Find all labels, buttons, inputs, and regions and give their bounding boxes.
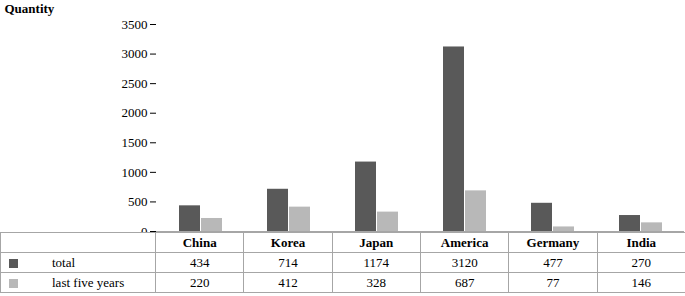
html-text:America: America — [440, 234, 489, 250]
html-text:270: 270 — [631, 254, 651, 270]
svg-text:500: 500 — [128, 194, 148, 209]
html-text:687: 687 — [454, 274, 475, 290]
html-text:1174: 1174 — [363, 254, 390, 270]
html-text:China: China — [182, 234, 217, 250]
svg-text:3000: 3000 — [122, 46, 148, 61]
html-text:477: 477 — [543, 254, 563, 270]
html-text:last five years: last five years — [52, 274, 125, 290]
html-text:146: 146 — [631, 274, 651, 290]
html-text:434: 434 — [189, 254, 210, 270]
svg-text:3500: 3500 — [122, 17, 148, 32]
svg-text:2000: 2000 — [122, 105, 148, 120]
svg-text:2500: 2500 — [122, 76, 148, 91]
html-text:220: 220 — [189, 274, 210, 290]
html-text:total: total — [52, 254, 76, 270]
html-text:714: 714 — [278, 254, 298, 270]
svg-text:0: 0 — [141, 224, 148, 232]
html-text:Germany: Germany — [526, 234, 580, 250]
html-text:Japan: Japan — [359, 234, 394, 250]
svg-text:Quantity: Quantity — [5, 1, 55, 16]
svg-text:1000: 1000 — [122, 165, 148, 180]
html-text:77: 77 — [546, 274, 560, 290]
html-text:3120: 3120 — [451, 254, 478, 270]
svg-text:1500: 1500 — [122, 135, 148, 150]
html-text:India: India — [626, 234, 657, 250]
html-text:328: 328 — [366, 274, 387, 290]
html-text:412: 412 — [278, 274, 298, 290]
html-text:Korea: Korea — [270, 234, 306, 250]
